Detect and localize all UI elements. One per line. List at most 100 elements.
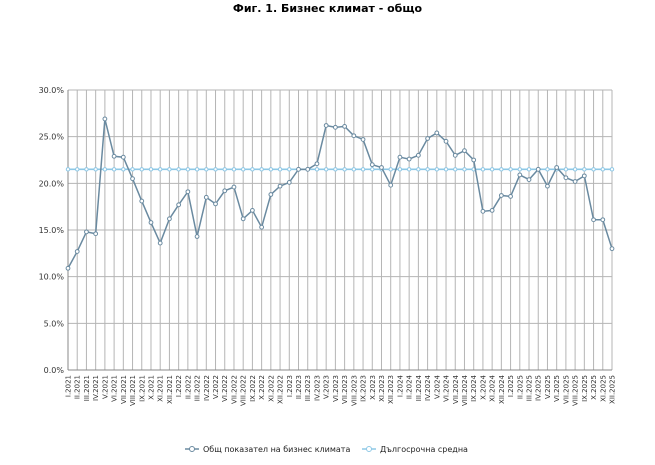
chart-title: Фиг. 1. Бизнес климат - общо: [232, 2, 423, 15]
y-tick-label: 0.0%: [44, 366, 65, 375]
x-tick-label: V.2024: [433, 374, 441, 398]
data-point-0: [93, 231, 99, 237]
x-tick-label: XI.2024: [489, 374, 497, 401]
x-tick-label: IV.2025: [535, 375, 543, 401]
data-point-1: [434, 167, 440, 172]
data-point-1: [508, 167, 513, 172]
data-point-1: [499, 167, 504, 172]
y-tick-label: 20.0%: [39, 179, 65, 188]
data-point-1: [416, 167, 421, 172]
x-tick-label: VIII.2024: [461, 374, 469, 406]
data-point-0: [259, 224, 265, 230]
data-point-0: [508, 194, 513, 199]
x-tick-label: V.2022: [212, 375, 220, 399]
data-point-1: [268, 167, 274, 172]
data-point-0: [351, 133, 357, 139]
x-tick-label: IX.2025: [581, 375, 589, 402]
data-point-0: [425, 136, 430, 141]
data-point-0: [563, 175, 569, 181]
data-point-1: [250, 167, 255, 172]
data-point-0: [148, 220, 154, 225]
x-tick-label: VI.2023: [332, 375, 340, 402]
data-point-1: [360, 167, 366, 172]
data-point-1: [342, 167, 347, 172]
data-point-0: [452, 152, 458, 158]
data-point-0: [84, 229, 89, 235]
x-tick-label: VII.2021: [120, 375, 128, 404]
data-point-1: [65, 167, 71, 172]
data-point-0: [222, 188, 228, 194]
x-tick-label: I.2023: [286, 375, 294, 397]
data-point-1: [314, 167, 320, 172]
data-point-1: [139, 167, 144, 172]
data-point-0: [167, 216, 172, 222]
x-tick-label: VII.2023: [341, 375, 349, 404]
x-tick-label: VII.2024: [452, 374, 460, 404]
data-point-0: [139, 198, 145, 204]
data-point-0: [305, 166, 311, 172]
data-point-0: [120, 154, 126, 160]
x-tick-label: IV.2022: [203, 375, 211, 401]
data-point-0: [498, 193, 504, 198]
data-point-0: [591, 217, 596, 223]
x-tick-label: II.2023: [295, 375, 303, 399]
data-point-1: [526, 167, 532, 172]
legend-label-1: Дългосрочна средна: [380, 445, 468, 454]
x-tick-label: V.2025: [544, 375, 552, 399]
data-point-0: [581, 173, 587, 179]
data-point-1: [75, 167, 80, 172]
x-tick-label: XI.2022: [267, 375, 275, 402]
data-point-1: [453, 167, 458, 172]
x-tick-label: XII.2023: [387, 375, 395, 404]
series-line-0: [67, 118, 613, 269]
legend-marker-1: [366, 446, 372, 452]
data-point-1: [204, 167, 209, 172]
data-point-1: [443, 167, 449, 172]
x-tick-label: IX.2021: [138, 375, 146, 402]
x-tick-label: IV.2023: [313, 375, 321, 401]
x-tick-label: VI.2025: [553, 375, 561, 402]
data-point-1: [222, 167, 227, 172]
x-tick-label: III.2024: [415, 374, 423, 401]
x-tick-label: XII.2022: [277, 375, 285, 404]
x-tick-label: I.2025: [507, 375, 515, 397]
data-point-0: [572, 179, 578, 184]
data-point-0: [406, 156, 412, 162]
x-tick-label: I.2024: [396, 374, 404, 397]
data-point-0: [157, 240, 163, 246]
data-point-1: [111, 167, 117, 172]
data-point-0: [517, 172, 523, 178]
x-tick-label: II.2021: [74, 375, 82, 399]
data-point-0: [194, 234, 200, 239]
data-point-1: [489, 167, 495, 172]
x-tick-label: VIII.2025: [572, 375, 580, 406]
data-point-1: [480, 167, 486, 172]
x-tick-label: III.2022: [194, 375, 202, 401]
data-point-1: [333, 167, 338, 172]
x-tick-label: X.2024: [479, 374, 487, 399]
data-point-1: [158, 167, 163, 172]
data-point-1: [231, 167, 237, 172]
data-point-0: [203, 194, 209, 200]
data-point-1: [121, 167, 126, 172]
legend: Общ показател на бизнес климата Дългосроч…: [185, 445, 468, 454]
grid-layer: [67, 89, 613, 371]
legend-marker-0: [189, 446, 195, 452]
data-point-0: [323, 123, 329, 128]
data-point-0: [277, 183, 283, 189]
x-tick-label: XII.2025: [609, 375, 617, 404]
x-tick-label: VII.2025: [562, 375, 570, 404]
x-tick-label: VI.2021: [111, 375, 119, 402]
data-point-0: [554, 165, 560, 170]
data-point-1: [148, 167, 154, 172]
x-tick-label: I.2021: [65, 375, 73, 397]
data-point-0: [462, 148, 467, 154]
x-tick-label: IX.2023: [360, 375, 368, 402]
data-point-0: [65, 265, 71, 271]
data-point-0: [314, 161, 320, 167]
data-point-1: [167, 167, 172, 172]
data-point-1: [388, 167, 393, 172]
data-point-1: [351, 167, 357, 172]
y-tick-label: 10.0%: [39, 273, 65, 282]
data-point-0: [397, 154, 403, 160]
